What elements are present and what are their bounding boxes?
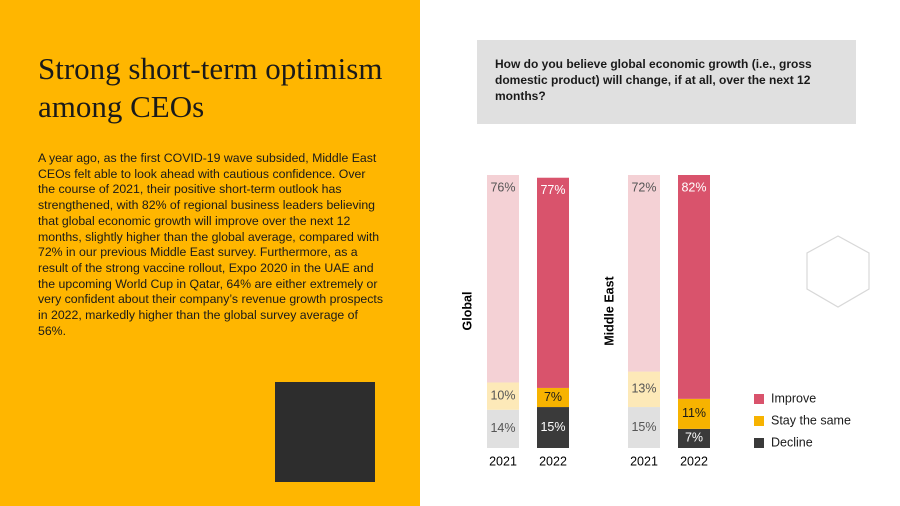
decor-square — [275, 382, 375, 482]
slide-title: Strong short-term optimism among CEOs — [38, 51, 383, 124]
value-label: 77% — [540, 183, 565, 197]
bar-segment — [678, 175, 710, 399]
x-tick-label: 2021 — [489, 454, 517, 468]
bar-segment — [537, 177, 569, 388]
value-label: 13% — [631, 382, 656, 396]
bar-segment — [678, 398, 710, 429]
bar-segment — [628, 371, 660, 408]
bar-segment — [537, 407, 569, 448]
slide-body: A year ago, as the first COVID-19 wave s… — [38, 151, 383, 338]
left-panel: Strong short-term optimism among CEOs A … — [0, 0, 420, 506]
legend-swatch — [754, 438, 764, 448]
value-label: 14% — [490, 421, 515, 435]
panel-label: Middle East — [602, 275, 616, 345]
bar-segment — [487, 382, 519, 410]
value-label: 15% — [540, 420, 565, 434]
legend-label: Decline — [771, 435, 813, 449]
bar-segment — [487, 175, 519, 383]
value-label: 15% — [631, 420, 656, 434]
decor-hexagon — [806, 235, 870, 308]
bar-segment — [487, 409, 519, 448]
legend-swatch — [754, 394, 764, 404]
value-label: 7% — [544, 390, 562, 404]
bar-segment — [678, 428, 710, 448]
legend-swatch — [754, 416, 764, 426]
legend-label: Stay the same — [771, 413, 851, 427]
legend-label: Improve — [771, 391, 816, 405]
bar-segment — [537, 387, 569, 408]
value-label: 7% — [685, 431, 703, 445]
panel-label: Global — [460, 292, 474, 331]
value-label: 72% — [631, 180, 656, 194]
x-tick-label: 2022 — [680, 454, 708, 468]
bar-segment — [628, 175, 660, 372]
value-label: 11% — [682, 406, 706, 420]
value-label: 10% — [490, 388, 515, 402]
question-box — [477, 40, 856, 124]
value-label: 76% — [490, 180, 515, 194]
bar-segment — [628, 407, 660, 448]
x-tick-label: 2021 — [630, 454, 658, 468]
value-label: 82% — [681, 180, 706, 194]
x-tick-label: 2022 — [539, 454, 567, 468]
chart-title: How do you believe global economic growt… — [495, 57, 812, 103]
